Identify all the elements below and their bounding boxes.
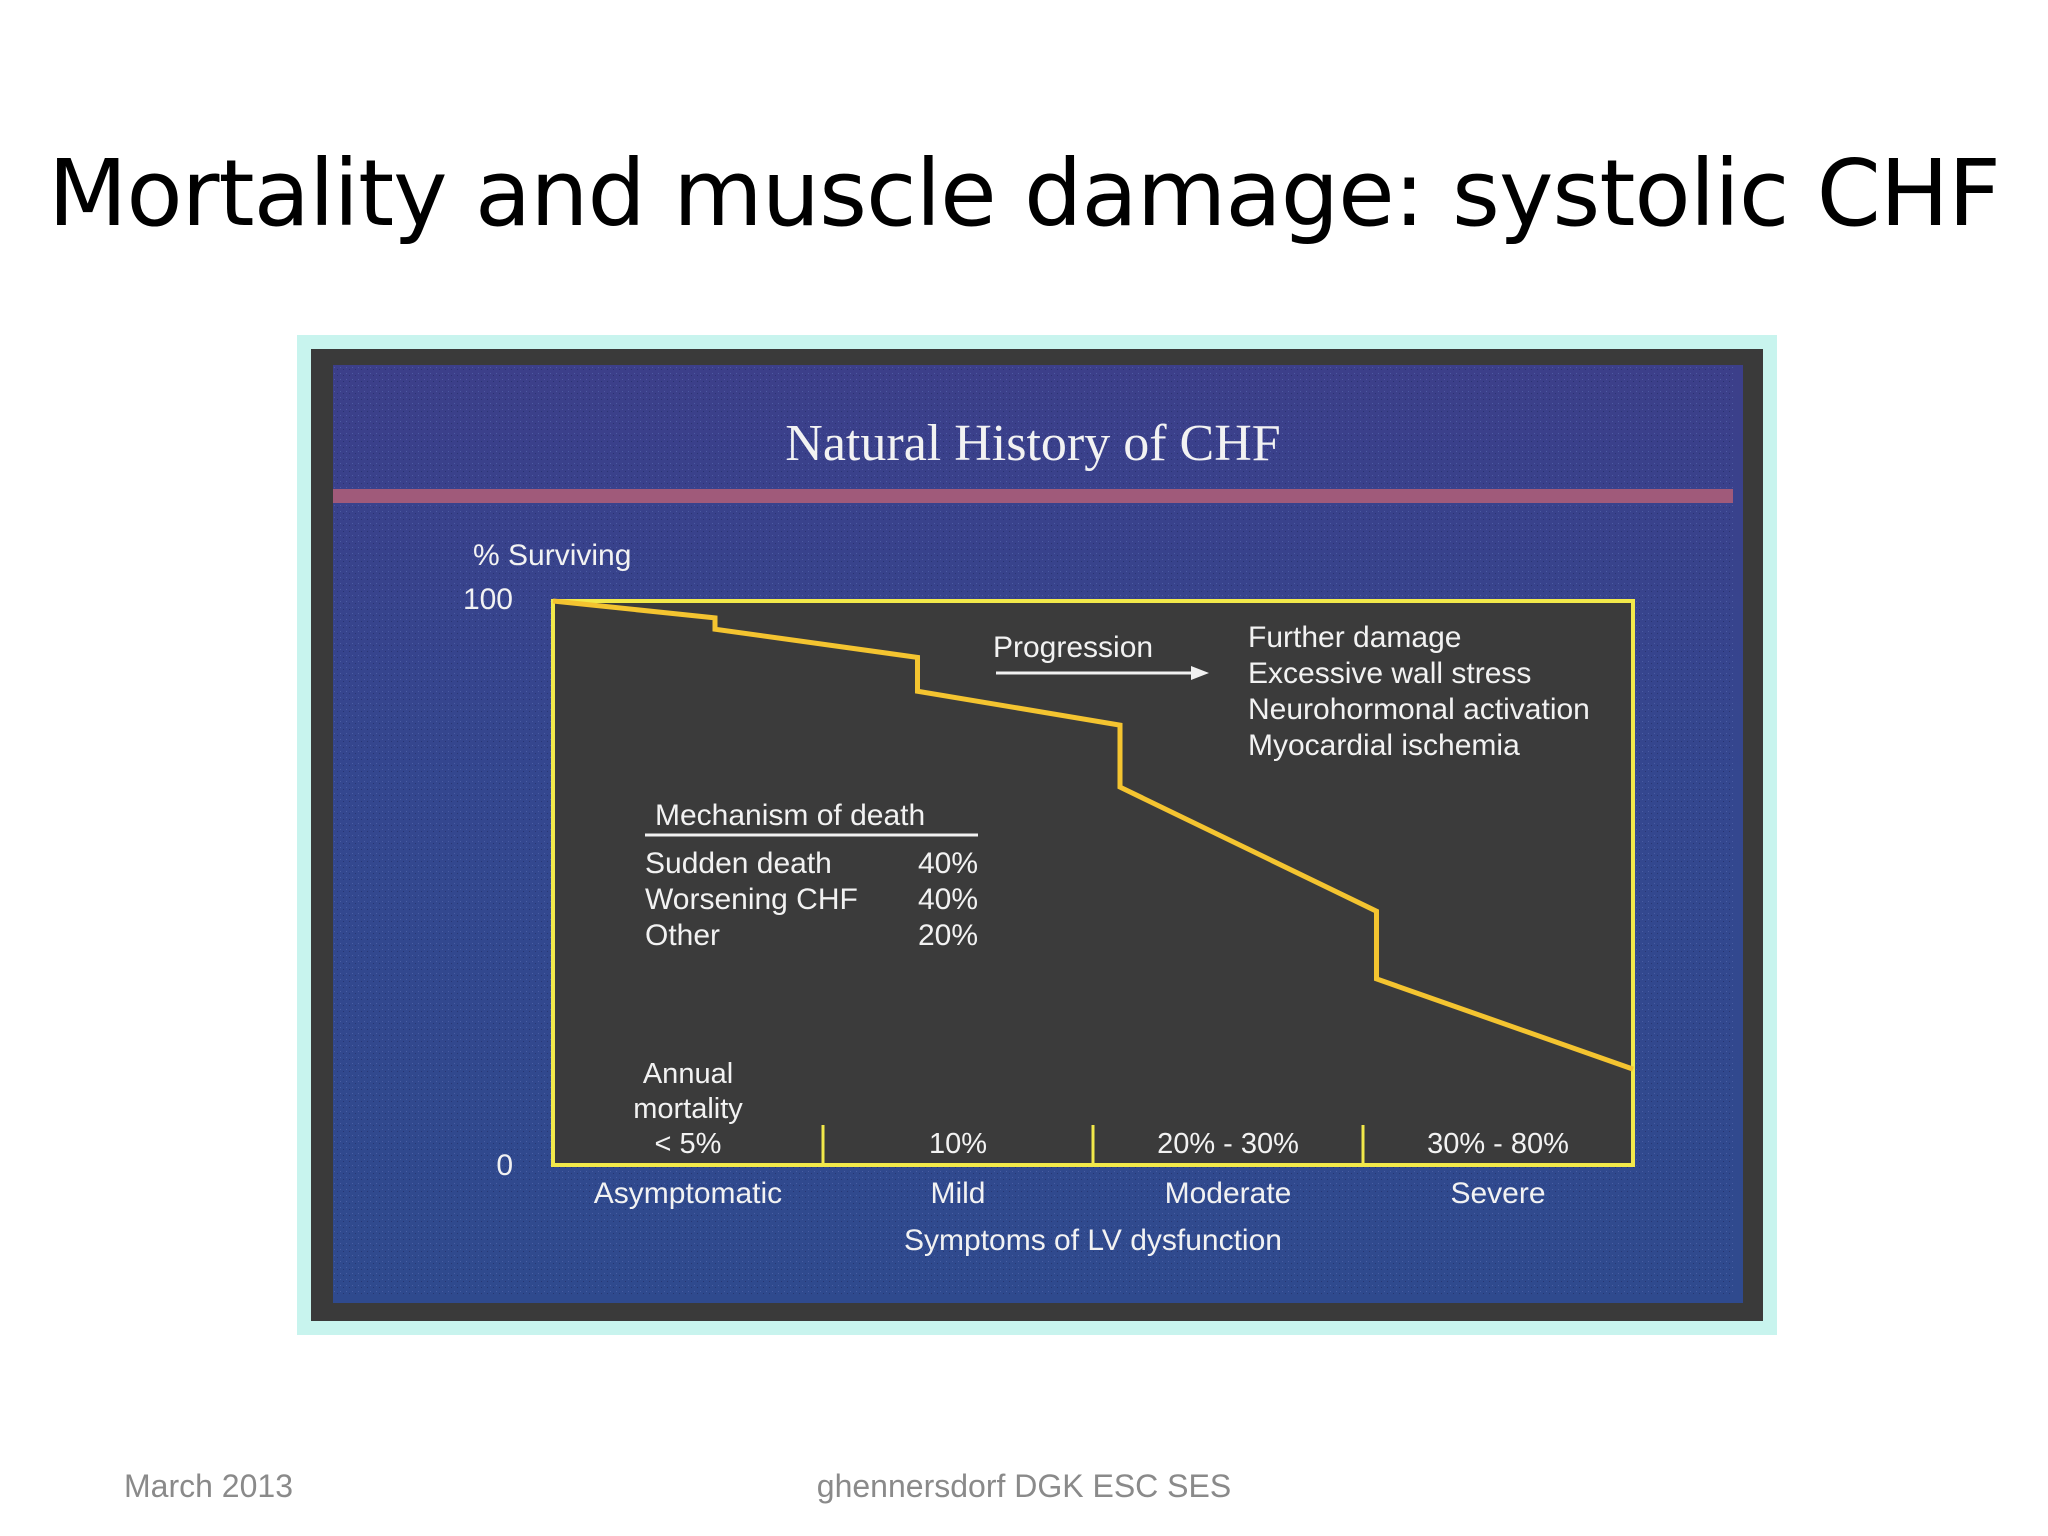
title-stripe: [333, 489, 1733, 503]
annual-mortality-asymptomatic: < 5%: [655, 1128, 722, 1160]
cause-worsening-chf: Worsening CHF: [645, 883, 858, 916]
factor-neurohormonal: Neurohormonal activation: [1248, 693, 1590, 726]
figure-frame: Natural History of CHF % Surviving 100 0…: [297, 335, 1777, 1335]
progression-annotation: Progression Further damage Excessive wal…: [993, 621, 1590, 762]
progression-arrow-head: [1191, 666, 1209, 680]
cause-other: Other: [645, 919, 720, 952]
factor-wall-stress: Excessive wall stress: [1248, 657, 1531, 690]
annual-mortality-mild: 10%: [929, 1128, 987, 1160]
figure-border: Natural History of CHF % Surviving 100 0…: [311, 349, 1763, 1321]
survival-curve: [552, 598, 1634, 1072]
x-category-moderate: Moderate: [1165, 1177, 1292, 1210]
chart-title: Natural History of CHF: [785, 415, 1280, 472]
y-tick-100: 100: [463, 583, 513, 616]
annual-mortality-asymptomatic: mortality: [633, 1093, 743, 1125]
x-category-mild: Mild: [930, 1177, 985, 1210]
stage-dividers: [821, 1125, 1365, 1165]
slide-title: Mortality and muscle damage: systolic CH…: [48, 140, 2001, 247]
percent-sudden-death: 40%: [918, 847, 978, 880]
x-axis-label: Symptoms of LV dysfunction: [904, 1224, 1282, 1257]
footer-date: March 2013: [124, 1468, 293, 1504]
x-category-asymptomatic: Asymptomatic: [594, 1177, 782, 1210]
plot-frame: [551, 599, 1635, 1167]
factor-ischemia: Myocardial ischemia: [1248, 729, 1520, 762]
x-category-labels: Asymptomatic Mild Moderate Severe: [594, 1177, 1546, 1210]
annual-mortality-severe: 30% - 80%: [1427, 1128, 1569, 1160]
mechanism-table: Mechanism of death Sudden death 40% Wors…: [645, 799, 978, 952]
percent-other: 20%: [918, 919, 978, 952]
percent-worsening-chf: 40%: [918, 883, 978, 916]
x-category-severe: Severe: [1450, 1177, 1545, 1210]
annual-mortality-asymptomatic: Annual: [643, 1058, 733, 1090]
progression-label: Progression: [993, 631, 1153, 664]
footer-credit: ghennersdorf DGK ESC SES: [816, 1468, 1232, 1504]
y-tick-0: 0: [496, 1149, 513, 1182]
annual-mortality-moderate: 20% - 30%: [1157, 1128, 1299, 1160]
factor-further-damage: Further damage: [1248, 621, 1461, 654]
cause-sudden-death: Sudden death: [645, 847, 832, 880]
chf-chart: Natural History of CHF % Surviving 100 0…: [333, 365, 1733, 1295]
chart-panel: Natural History of CHF % Surviving 100 0…: [333, 365, 1743, 1303]
y-axis-label: % Surviving: [473, 539, 631, 572]
mechanism-heading: Mechanism of death: [655, 799, 925, 832]
